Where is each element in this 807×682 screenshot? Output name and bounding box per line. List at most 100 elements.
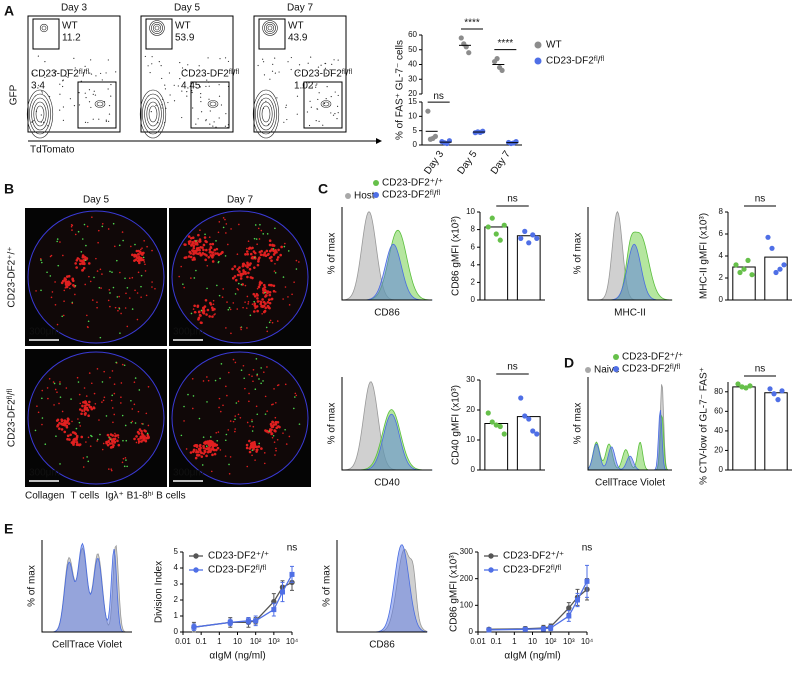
cell	[234, 415, 237, 417]
y-tick-label: 10	[466, 207, 475, 216]
cell	[63, 289, 66, 292]
cell	[188, 250, 192, 254]
cell	[77, 230, 80, 233]
cell	[54, 303, 57, 306]
cell	[187, 235, 191, 238]
cell	[102, 399, 105, 402]
axis-line	[336, 540, 427, 633]
cell	[240, 328, 242, 331]
cell	[82, 400, 85, 404]
cell	[275, 250, 278, 254]
data-point	[432, 133, 439, 139]
contour	[96, 101, 104, 107]
cell	[256, 374, 258, 377]
data-point	[227, 619, 233, 625]
cell	[85, 257, 89, 260]
cell	[183, 256, 187, 260]
cell	[295, 394, 298, 397]
cell	[227, 308, 230, 311]
event-dot	[207, 57, 209, 59]
event-dot	[306, 72, 309, 74]
legend-text: Naive	[594, 365, 620, 376]
cell	[144, 270, 147, 272]
cell	[202, 380, 205, 382]
cell	[111, 407, 114, 409]
cell	[250, 444, 253, 447]
event-dot	[218, 84, 220, 86]
data-point	[745, 257, 751, 263]
cell	[229, 420, 232, 422]
cell	[268, 243, 272, 247]
cell	[202, 307, 205, 311]
cell	[135, 249, 139, 253]
legend-marker	[488, 553, 494, 559]
cell	[273, 441, 276, 443]
legend-marker	[373, 192, 379, 198]
event-dot	[296, 113, 298, 115]
cell	[120, 402, 122, 404]
y-tick-label: 0	[413, 140, 418, 149]
panel-label: E	[4, 521, 13, 537]
data-point	[575, 597, 581, 603]
cell	[46, 271, 48, 274]
cell	[61, 410, 64, 413]
cell	[251, 375, 253, 378]
cell	[63, 430, 67, 434]
cell	[73, 443, 75, 445]
axis-label: GFP	[9, 84, 20, 105]
cell	[73, 440, 76, 444]
cell	[228, 306, 231, 309]
tissue-edge	[171, 210, 309, 344]
contour	[144, 97, 162, 131]
cell	[264, 413, 267, 415]
cell	[57, 264, 60, 267]
plot-title: Day 7	[287, 3, 314, 14]
event-dot	[44, 76, 46, 79]
cell	[264, 306, 268, 310]
cell	[276, 258, 279, 261]
event-dot	[187, 64, 189, 66]
cell	[213, 452, 217, 456]
cell	[216, 284, 218, 287]
cell	[225, 385, 227, 388]
cell	[137, 271, 140, 274]
event-dot	[218, 117, 220, 119]
bar	[732, 266, 756, 301]
cell	[254, 459, 256, 461]
cell	[138, 389, 141, 391]
cell	[98, 419, 100, 421]
legend-text: CD23-DF2⁺/⁺	[208, 551, 269, 562]
cell	[252, 368, 255, 371]
cell	[83, 413, 87, 416]
cell	[146, 245, 148, 248]
cell	[239, 277, 243, 280]
cell	[238, 270, 241, 273]
axis-label: αIgM (ng/ml)	[209, 651, 265, 662]
cell	[189, 451, 193, 454]
cell	[85, 395, 88, 397]
cell	[224, 218, 226, 221]
cell	[282, 276, 285, 278]
event-dot	[199, 96, 202, 98]
cell	[236, 268, 240, 271]
x-tick-label: 10³	[268, 637, 280, 646]
cell	[263, 292, 265, 295]
cell	[195, 269, 197, 272]
series-line	[193, 574, 293, 628]
cell	[260, 229, 263, 232]
cell	[140, 440, 143, 443]
event-dot	[108, 113, 111, 115]
cell	[236, 308, 239, 310]
cell	[90, 434, 92, 437]
event-dot	[108, 120, 110, 123]
cell	[87, 262, 91, 265]
cell	[115, 361, 118, 364]
gate-label: CD23-DF2ᶠˡ/ᶠˡ	[294, 69, 353, 80]
cell	[273, 270, 276, 272]
gate	[303, 81, 343, 129]
axis-label: % of max	[322, 565, 333, 607]
cell	[109, 305, 111, 308]
cell	[256, 297, 259, 300]
cell	[246, 465, 249, 468]
data-point	[771, 391, 777, 397]
